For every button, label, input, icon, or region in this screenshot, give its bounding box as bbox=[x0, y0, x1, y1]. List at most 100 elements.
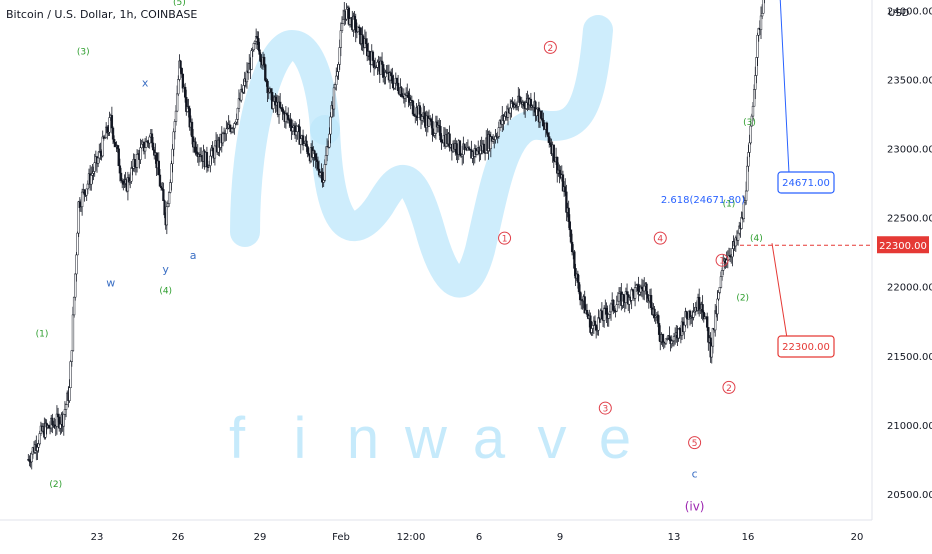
wave-label-circle bbox=[688, 436, 702, 450]
candle bbox=[608, 311, 612, 315]
candle bbox=[549, 142, 552, 146]
candle bbox=[69, 361, 72, 388]
candle bbox=[174, 110, 178, 122]
candle bbox=[173, 121, 176, 133]
candle bbox=[720, 270, 724, 277]
candle bbox=[194, 141, 197, 153]
candle bbox=[339, 30, 343, 48]
candle bbox=[348, 18, 352, 25]
candle bbox=[289, 119, 292, 127]
wave-label: (1) bbox=[36, 329, 49, 339]
candle bbox=[83, 189, 86, 194]
candle bbox=[635, 284, 638, 288]
candle bbox=[250, 50, 253, 70]
candle bbox=[315, 159, 318, 162]
candle bbox=[72, 296, 76, 316]
candle bbox=[157, 160, 160, 176]
candle bbox=[612, 299, 615, 311]
candle bbox=[617, 293, 621, 302]
target-callout-box[interactable] bbox=[777, 171, 835, 194]
candle bbox=[645, 283, 648, 295]
candle bbox=[431, 121, 434, 135]
candle bbox=[96, 157, 100, 164]
watermark-stroke bbox=[310, 15, 613, 298]
wave-label: (5) bbox=[173, 0, 186, 8]
wave-label-circle bbox=[598, 401, 612, 415]
candle bbox=[646, 294, 649, 299]
candle bbox=[37, 443, 40, 448]
candle bbox=[649, 295, 653, 308]
watermark-letter: e bbox=[599, 406, 631, 471]
wave-label: x bbox=[142, 76, 149, 89]
candle bbox=[252, 43, 255, 51]
candle bbox=[108, 117, 111, 133]
candle bbox=[225, 128, 228, 134]
wave-label-circle bbox=[722, 380, 736, 394]
candle bbox=[184, 86, 187, 98]
candle bbox=[552, 144, 555, 162]
candle bbox=[353, 15, 356, 20]
candle bbox=[235, 119, 238, 123]
wave-label: (4) bbox=[159, 287, 172, 297]
candle bbox=[390, 72, 393, 77]
candle bbox=[593, 320, 597, 326]
y-tick-label: 24000.00 bbox=[887, 6, 932, 17]
candle bbox=[299, 138, 302, 145]
wave-label: 2 bbox=[547, 44, 553, 54]
candle bbox=[439, 126, 442, 141]
candle bbox=[258, 49, 261, 55]
candle bbox=[158, 174, 162, 187]
candle bbox=[221, 133, 225, 144]
candle bbox=[522, 102, 526, 107]
wave-label: c bbox=[692, 467, 698, 480]
candle bbox=[756, 34, 759, 58]
candle bbox=[706, 316, 709, 328]
wave-label-circle bbox=[715, 253, 729, 267]
watermark-stroke bbox=[230, 29, 340, 247]
candle bbox=[411, 100, 415, 115]
candle bbox=[111, 127, 115, 140]
candle bbox=[380, 60, 384, 65]
candle bbox=[169, 182, 172, 193]
candle bbox=[391, 75, 394, 84]
watermark-letter: i bbox=[294, 406, 307, 471]
candle bbox=[264, 64, 267, 81]
candle bbox=[253, 41, 257, 44]
wave-label: 1 bbox=[502, 235, 508, 245]
candle bbox=[205, 152, 209, 168]
y-tick-label: 21000.00 bbox=[887, 421, 932, 432]
candle bbox=[86, 183, 89, 190]
candle bbox=[600, 310, 604, 320]
candle bbox=[354, 19, 357, 33]
support-callout-box[interactable] bbox=[777, 335, 835, 358]
candle bbox=[167, 192, 171, 204]
candle bbox=[328, 133, 331, 148]
candle bbox=[455, 143, 458, 154]
candle bbox=[291, 127, 294, 132]
candle bbox=[266, 80, 269, 94]
candle bbox=[287, 114, 290, 120]
candle bbox=[76, 232, 79, 256]
support-price-tag-label: 22300.00 bbox=[879, 241, 927, 252]
candle bbox=[382, 64, 385, 78]
chart-title: Bitcoin / U.S. Dollar, 1h, COINBASE bbox=[6, 8, 198, 21]
watermark-letter: a bbox=[473, 406, 506, 471]
candle bbox=[685, 311, 688, 318]
wave-label: (iv) bbox=[685, 500, 705, 514]
candle bbox=[393, 82, 396, 89]
wave-label: 4 bbox=[657, 235, 663, 245]
candle bbox=[187, 106, 190, 109]
candle bbox=[568, 221, 571, 231]
candle bbox=[63, 409, 67, 415]
wave-label: (1) bbox=[723, 200, 736, 210]
candle bbox=[92, 171, 95, 174]
candle bbox=[322, 180, 325, 183]
candle bbox=[140, 143, 143, 148]
currency-label: USD bbox=[888, 8, 910, 19]
candle bbox=[368, 51, 371, 57]
candle bbox=[564, 186, 567, 193]
wave-label-circle bbox=[653, 231, 667, 245]
wave-label: (3) bbox=[743, 118, 756, 128]
